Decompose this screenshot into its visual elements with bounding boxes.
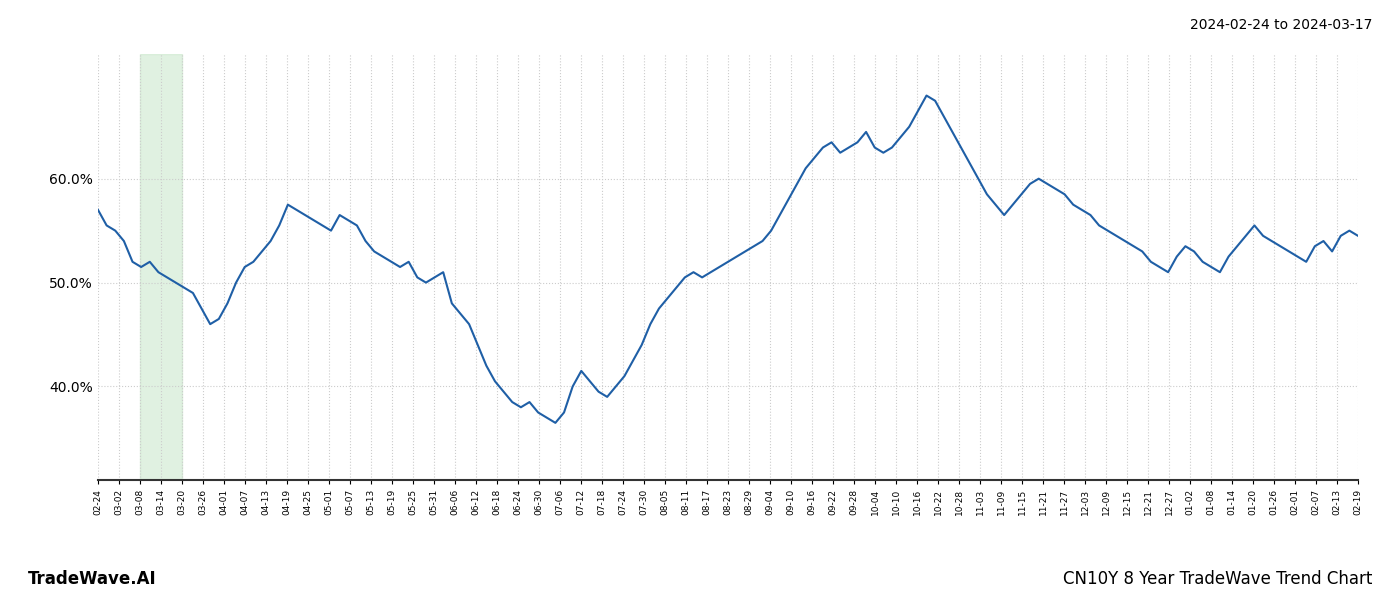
Text: 2024-02-24 to 2024-03-17: 2024-02-24 to 2024-03-17 <box>1190 18 1372 32</box>
Text: TradeWave.AI: TradeWave.AI <box>28 570 157 588</box>
Bar <box>140 54 182 480</box>
Text: CN10Y 8 Year TradeWave Trend Chart: CN10Y 8 Year TradeWave Trend Chart <box>1063 570 1372 588</box>
